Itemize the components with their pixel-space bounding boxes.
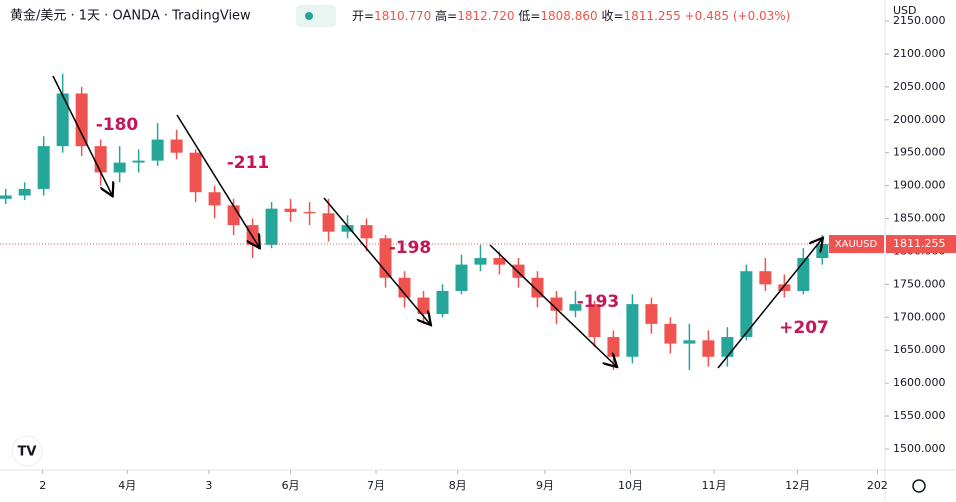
symbol-tag [829,235,884,254]
x-tick-label: 12月 [785,479,810,492]
candle-body [664,323,677,344]
annotation: -198 [389,238,432,258]
x-tick-label: 9月 [536,479,554,492]
candle-body [626,304,639,357]
ohlc-item: 1810.770 [374,9,431,23]
arrow [323,197,430,324]
candle-body [246,225,259,245]
annotation: -193 [577,292,620,312]
x-tick-label: 11月 [702,479,727,492]
candle-body [816,244,829,259]
x-tick-label: 3 [205,479,212,492]
candle-body [607,337,620,357]
candle-body [360,225,373,239]
ohlc-item: 1808.860 [540,9,597,23]
candle-body [417,297,430,314]
arrow [717,239,822,369]
annotation: +207 [779,318,829,338]
candle-body [474,258,487,265]
x-tick-label: 4月 [118,479,136,492]
ohlc-item: 开= [352,9,374,23]
candle-body [94,146,107,173]
y-tick-label: 1550.000 [893,409,946,422]
arrow [489,244,616,366]
candle-body [132,160,145,163]
candle-body [778,284,791,291]
candle-body [170,139,183,153]
ohlc-item: 低= [518,9,540,23]
trend-arrows [52,75,822,369]
candle-body [721,337,734,357]
candle-body [227,205,240,226]
candle-body [436,290,449,314]
ohlc-header: 开=1810.770 高=1812.720 低=1808.860 收=1811.… [352,8,790,23]
y-tick-label: 1750.000 [893,277,946,290]
settings-icon[interactable] [912,479,926,493]
y-tick-label: 2000.000 [893,113,946,126]
symbol-label: XAUUSD [835,239,878,250]
candle-body [189,152,202,193]
currency[interactable]: USD [893,4,917,17]
x-tick-label: 8月 [449,479,467,492]
y-tick-label: 2100.000 [893,47,946,60]
arrow [52,75,112,195]
candle-body [588,304,601,338]
x-tick-label: 7月 [367,479,385,492]
tv-logo: TV [11,435,43,467]
y-tick-label: 1600.000 [893,376,946,389]
price-label: 1811.255 [893,237,946,250]
ohlc-item: 高= [435,8,457,23]
ohlc-item: +0.485 (+0.03%) [685,9,791,23]
candle-body [265,208,278,245]
annotations: -180 -211 -198 -193 +207 [96,115,829,338]
candle-body [493,258,506,265]
status-dot [305,12,313,20]
candle-body [0,195,12,199]
svg-text:TV: TV [18,445,37,460]
y-tick-label: 1850.000 [893,212,946,225]
y-tick-label: 1950.000 [893,146,946,159]
ohlc-item: 1812.720 [457,9,514,23]
candle-body [398,277,411,298]
y-tick-label: 1650.000 [893,343,946,356]
candle-body [37,146,50,189]
candle-body [303,211,316,214]
candle-body [702,340,715,357]
y-tick-label: 2050.000 [893,80,946,93]
y-tick-label: 2150.000 [893,14,946,27]
candle-body [151,139,164,161]
candle-body [75,93,88,147]
candle-body [740,271,753,338]
candle-body [683,340,696,344]
candle-body [322,213,335,232]
ohlc-item: 1811.255 [624,9,681,23]
x-tick-label: 10月 [618,479,643,492]
candle-body [645,304,658,324]
candle-body [113,162,126,173]
y-tick-label: 1900.000 [893,179,946,192]
annotation: -180 [96,115,139,135]
candle-body [341,225,354,232]
price-tag [886,235,956,254]
chart-title: 黄金/美元 · 1天 · OANDA · TradingView [10,8,251,24]
ohlc-item: 收= [601,9,623,23]
x-tick-label: 6月 [282,479,300,492]
x-tick-label: 2 [39,479,46,492]
status-badge[interactable] [296,5,336,27]
candle-body [284,208,297,212]
candle-body [550,297,563,311]
candle-body [569,304,582,311]
candle-body [759,271,772,285]
candle-body [455,264,468,291]
y-tick-label: 1700.000 [893,310,946,323]
arrow [176,114,259,247]
annotation: -211 [227,153,270,173]
candle-body [208,192,221,206]
x-tick-label: 202 [867,479,888,492]
candle-body [56,93,69,147]
candle-body [18,188,31,196]
y-tick-label: 1500.000 [893,442,946,455]
